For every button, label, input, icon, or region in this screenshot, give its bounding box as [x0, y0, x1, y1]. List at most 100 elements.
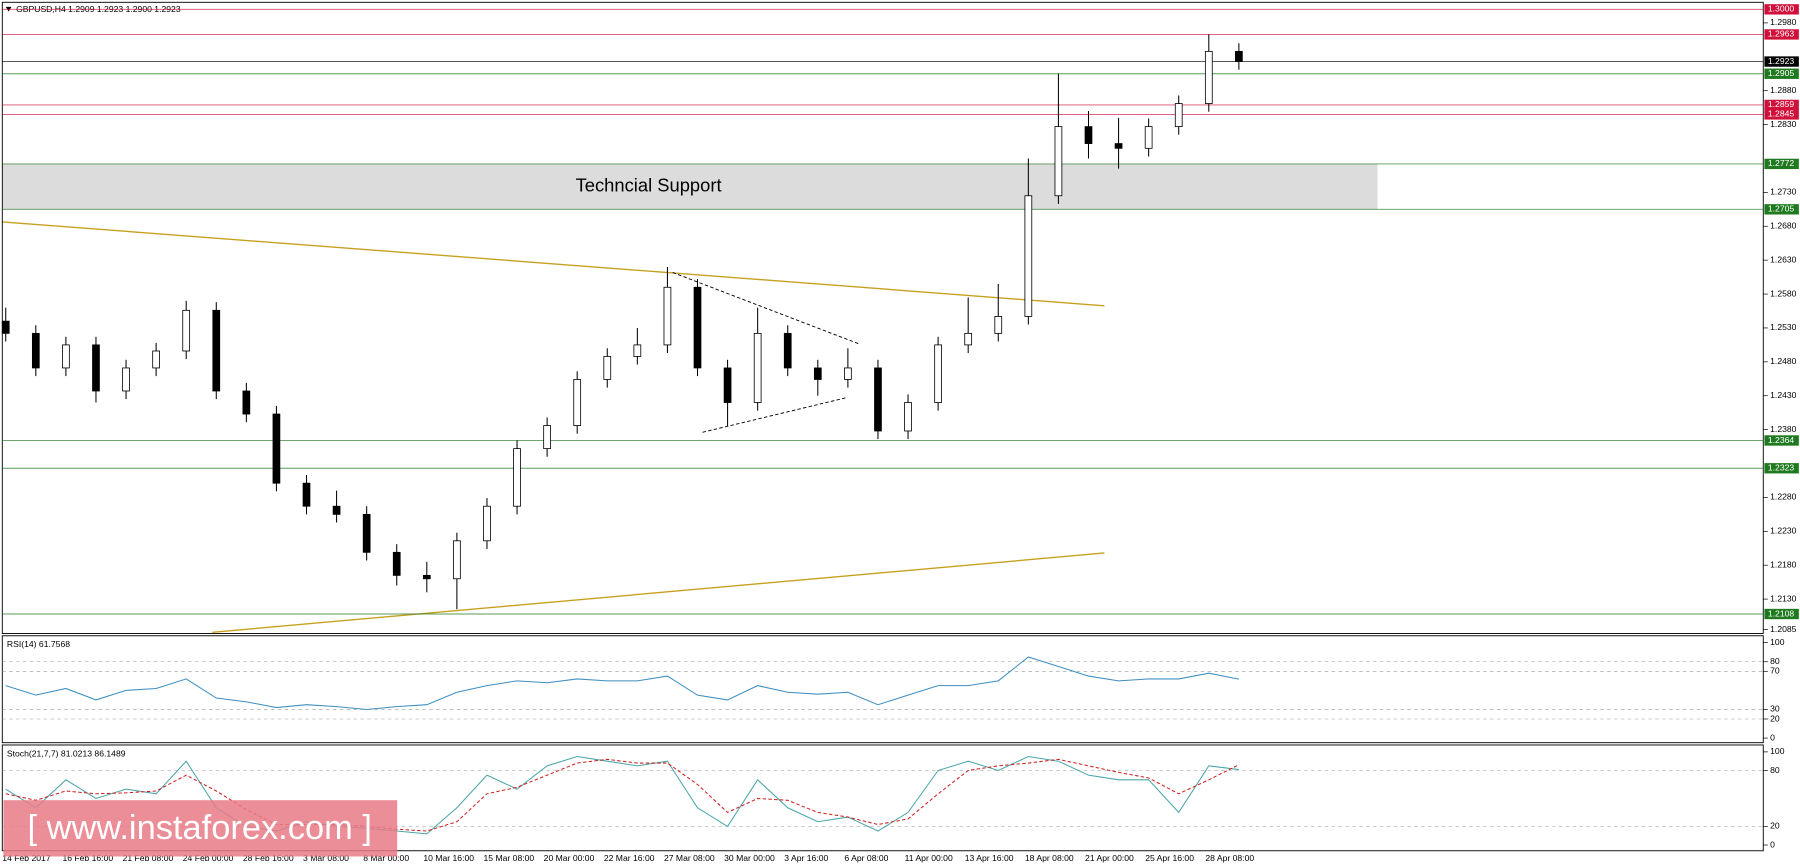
x-tick-label: 13 Apr 16:00 — [965, 853, 1014, 863]
candle-body — [693, 286, 702, 369]
y-tick-label: 1.2280 — [1770, 492, 1797, 502]
candle-body — [302, 482, 311, 507]
level-label: 1.2364 — [1768, 435, 1795, 445]
x-tick-label: 18 Apr 08:00 — [1025, 853, 1074, 863]
candle-body — [392, 551, 401, 576]
candle-body — [182, 309, 191, 352]
level-label-box — [1764, 463, 1799, 474]
candle-body — [92, 344, 100, 392]
y-tick-label: 100 — [1770, 637, 1785, 647]
candle-body — [513, 448, 521, 507]
x-tick-label: 28 Feb 16:00 — [243, 853, 294, 863]
x-tick-label: 22 Mar 16:00 — [604, 853, 655, 863]
y-tick-label: 1.2980 — [1770, 17, 1797, 27]
x-tick-label: 24 Feb 00:00 — [183, 853, 234, 863]
candle-body — [212, 309, 221, 392]
y-tick-label: 20 — [1770, 713, 1780, 723]
level-label: 1.2963 — [1768, 29, 1795, 39]
y-tick-label: 80 — [1770, 765, 1780, 775]
x-tick-label: 20 Mar 00:00 — [544, 853, 595, 863]
rsi-panel — [1, 635, 1764, 744]
y-tick-label: 20 — [1770, 821, 1780, 831]
candle-body — [723, 367, 732, 403]
candle-body — [663, 286, 672, 346]
level-label-box — [1764, 435, 1799, 446]
y-tick-label: 1.2680 — [1770, 221, 1797, 231]
candle-body — [1144, 126, 1153, 149]
y-tick-label: 1.2730 — [1770, 187, 1797, 197]
candle-body — [483, 505, 491, 542]
candle-body — [1174, 103, 1183, 128]
trend-line — [2, 221, 1105, 307]
x-tick-label: 28 Apr 08:00 — [1205, 853, 1254, 863]
candle-body — [633, 344, 642, 357]
y-tick-label: 100 — [1770, 746, 1785, 756]
y-tick-label: 1.2880 — [1770, 85, 1797, 95]
level-label-box — [1764, 204, 1799, 215]
level-label-box — [1764, 158, 1799, 170]
level-label: 1.2859 — [1768, 99, 1795, 109]
rsi-title: RSI(14) 61.7568 — [7, 639, 70, 649]
x-tick-label: 27 Mar 08:00 — [664, 853, 715, 863]
y-tick-label: 70 — [1770, 666, 1780, 676]
candle-body — [573, 379, 582, 426]
candle-body — [1024, 195, 1033, 317]
candle-body — [272, 413, 281, 484]
watermark: [ www.instaforex.com ] — [3, 800, 398, 857]
pattern-line — [702, 397, 847, 433]
candle-body — [904, 402, 912, 432]
candle-body — [783, 332, 792, 369]
level-label-box — [1764, 56, 1799, 67]
candle-body — [62, 344, 70, 369]
candle-body — [31, 332, 40, 369]
stoch-panel — [1, 744, 1764, 852]
x-tick-label: 30 Mar 00:00 — [724, 853, 775, 863]
x-tick-label: 11 Apr 00:00 — [905, 853, 953, 863]
x-tick-label: 6 Apr 08:00 — [844, 853, 888, 863]
y-tick-label: 0 — [1770, 732, 1775, 742]
x-tick-label: 14 Feb 2017 — [2, 853, 51, 863]
trend-line — [212, 552, 1105, 634]
level-label-box — [1764, 4, 1799, 15]
y-tick-label: 1.2480 — [1770, 356, 1797, 366]
y-tick-label: 1.2530 — [1770, 322, 1797, 332]
main-panel — [1, 1, 1764, 634]
candle-body — [453, 540, 461, 580]
y-tick-label: 30 — [1770, 704, 1780, 714]
level-label-box — [1764, 29, 1799, 40]
candle-body — [1204, 50, 1213, 104]
x-tick-label: 21 Feb 08:00 — [123, 853, 174, 863]
candle-body — [152, 350, 160, 369]
y-tick-label: 1.2630 — [1770, 254, 1797, 264]
candle-body — [964, 332, 973, 346]
x-tick-label: 15 Mar 08:00 — [484, 853, 535, 863]
x-tick-label: 21 Apr 00:00 — [1085, 853, 1134, 863]
y-tick-label: 1.2380 — [1770, 424, 1797, 434]
y-tick-label: 1.2230 — [1770, 526, 1797, 536]
candle-body — [362, 513, 371, 553]
support-zone — [2, 163, 1378, 210]
candle-body — [844, 367, 852, 380]
candle-body — [1054, 126, 1063, 197]
zone-layer: Techncial Support — [2, 163, 1378, 210]
pattern-line — [672, 272, 859, 345]
watermark-text: [ www.instaforex.com ] — [28, 809, 372, 847]
candle-body — [422, 574, 431, 580]
x-tick-label: 3 Mar 08:00 — [303, 853, 349, 863]
y-tick-label: 1.2830 — [1770, 119, 1797, 129]
level-label: 1.3000 — [1768, 4, 1795, 14]
candle-body — [874, 367, 882, 432]
x-tick-label: 25 Apr 16:00 — [1145, 853, 1194, 863]
candle-body — [603, 356, 612, 380]
zone-label: Techncial Support — [576, 174, 722, 195]
level-label: 1.2705 — [1768, 204, 1795, 214]
x-tick-label: 16 Feb 16:00 — [62, 853, 113, 863]
candle-body — [332, 505, 341, 515]
y-tick-label: 1.2430 — [1770, 390, 1797, 400]
candle-body — [242, 390, 251, 415]
level-label: 1.2905 — [1768, 68, 1795, 78]
y-tick-label: 1.2580 — [1770, 288, 1797, 298]
